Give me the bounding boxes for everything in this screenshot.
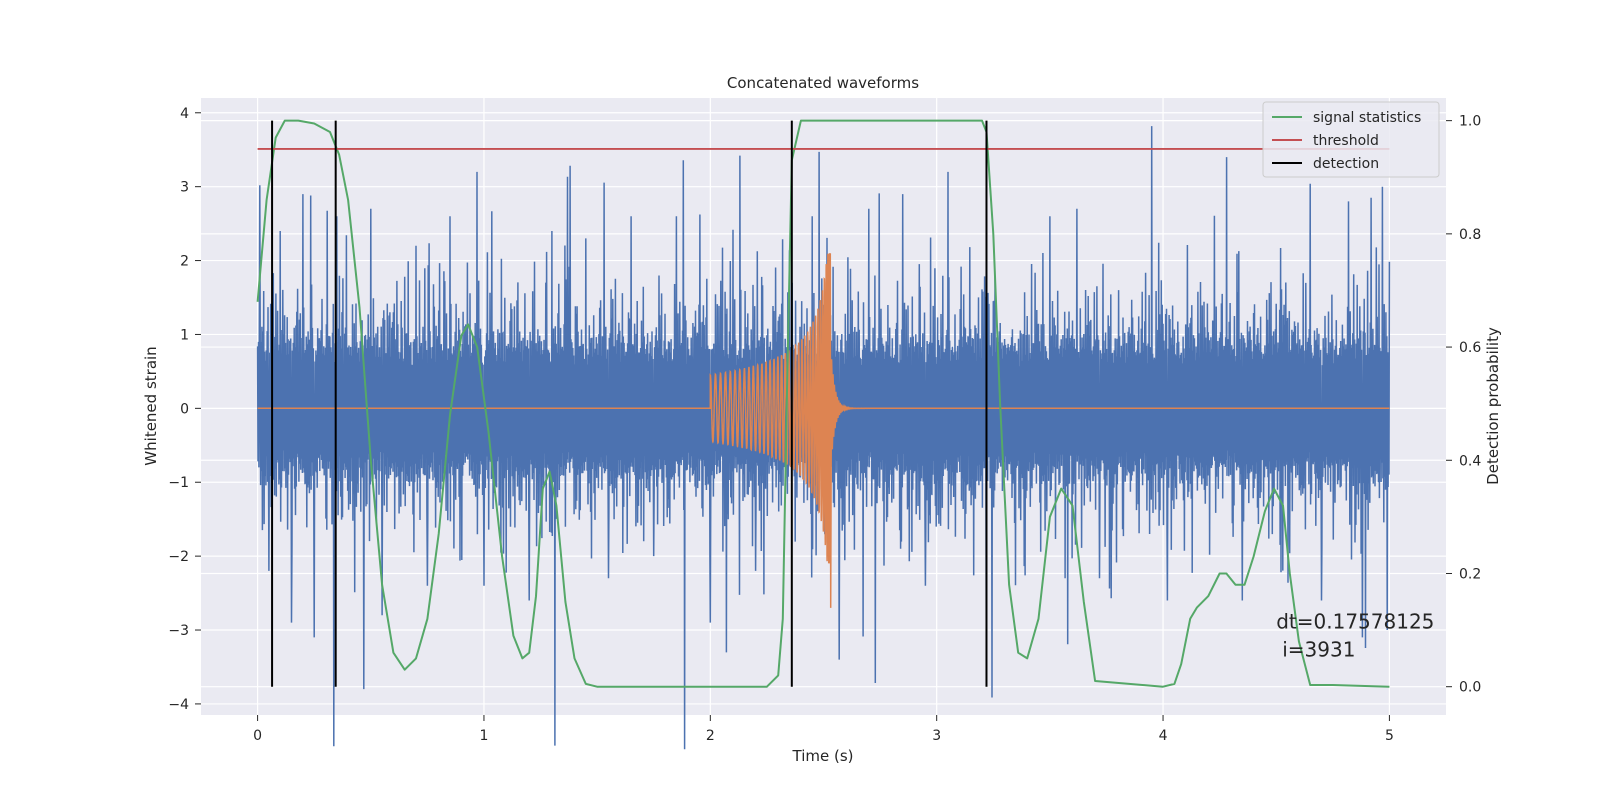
chart-title: Concatenated waveforms [727,74,919,92]
y-axis-label: Whitened strain [142,346,160,465]
y-tick-label: 3 [180,180,189,196]
y-tick-label: 2 [180,254,189,270]
legend-label-signal-statistics: signal statistics [1313,110,1421,126]
axes: 0 1 2 3 4 5 −4 −3 −2 −1 0 1 2 3 4 0.0 0.2 0.4 0.6 0.8 1.0 [168,106,1481,744]
y2-tick-label: 0.4 [1459,453,1481,469]
y-tick-label: −2 [168,549,189,565]
y-tick-label: −1 [168,475,189,491]
y2-tick-label: 0.6 [1459,340,1481,356]
legend-label-detection: detection [1313,156,1379,172]
legend-label-threshold: threshold [1313,133,1379,149]
x-tick-label: 2 [706,728,715,744]
annotation-dt: dt=0.17578125 [1276,610,1434,634]
y-tick-label: −4 [168,697,189,713]
series-layer [256,119,1391,750]
x-tick-label: 4 [1159,728,1168,744]
injected-chirp-line [257,253,1390,608]
signal-statistics-line [256,119,1390,688]
y-tick-label: −3 [168,623,189,639]
x-tick-label: 5 [1385,728,1394,744]
y2-tick-label: 0.0 [1459,680,1481,696]
y2-tick-label: 0.8 [1459,227,1481,243]
x-tick-label: 1 [479,728,488,744]
y2-tick-label: 1.0 [1459,114,1481,130]
y-tick-label: 0 [180,401,189,417]
y-tick-label: 1 [180,327,189,343]
x-axis-label: Time (s) [792,747,854,765]
y-tick-label: 4 [180,106,189,122]
legend: signal statistics threshold detection [1262,101,1440,178]
y2-tick-label: 0.2 [1459,566,1481,582]
legend-box [1262,101,1440,178]
x-tick-label: 0 [253,728,262,744]
y2-axis-label: Detection probability [1484,327,1502,485]
x-tick-label: 3 [932,728,941,744]
annotation-index: i=3931 [1282,638,1355,662]
